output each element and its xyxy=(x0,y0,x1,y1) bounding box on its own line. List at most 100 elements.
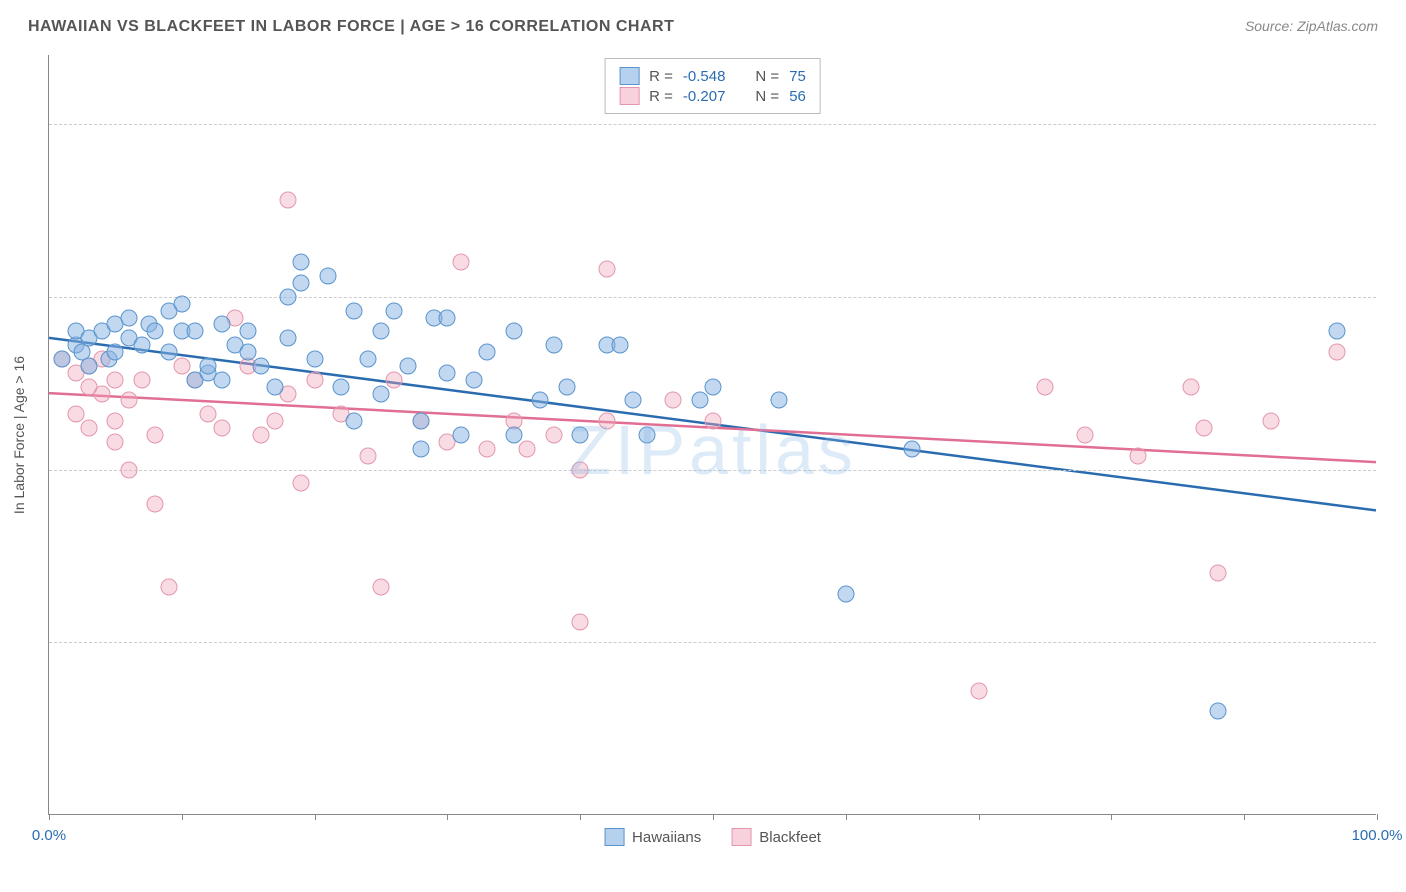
data-point-pink xyxy=(266,413,283,430)
data-point-pink xyxy=(94,385,111,402)
x-tick xyxy=(979,814,980,820)
legend-swatch-pink xyxy=(731,828,751,846)
data-point-pink xyxy=(107,433,124,450)
data-point-blue xyxy=(1209,703,1226,720)
data-point-blue xyxy=(346,413,363,430)
data-point-blue xyxy=(213,316,230,333)
x-tick xyxy=(846,814,847,820)
data-point-pink xyxy=(479,440,496,457)
data-point-pink xyxy=(545,427,562,444)
data-point-pink xyxy=(280,192,297,209)
data-point-pink xyxy=(147,427,164,444)
data-point-blue xyxy=(266,378,283,395)
y-axis-label: In Labor Force | Age > 16 xyxy=(11,355,27,513)
x-tick xyxy=(580,814,581,820)
x-tick xyxy=(1377,814,1378,820)
data-point-pink xyxy=(120,392,137,409)
data-point-blue xyxy=(465,371,482,388)
data-point-blue xyxy=(572,427,589,444)
data-point-pink xyxy=(1076,427,1093,444)
data-point-pink xyxy=(1329,344,1346,361)
legend-swatch-blue xyxy=(604,828,624,846)
data-point-blue xyxy=(479,344,496,361)
data-point-pink xyxy=(970,682,987,699)
data-point-pink xyxy=(173,357,190,374)
data-point-blue xyxy=(837,585,854,602)
r-label: R = xyxy=(649,68,673,85)
data-point-pink xyxy=(598,261,615,278)
data-point-blue xyxy=(625,392,642,409)
data-point-blue xyxy=(532,392,549,409)
legend-label: Hawaiians xyxy=(632,829,701,846)
data-point-blue xyxy=(691,392,708,409)
data-point-pink xyxy=(359,447,376,464)
data-point-pink xyxy=(373,579,390,596)
data-point-blue xyxy=(333,378,350,395)
data-point-blue xyxy=(373,323,390,340)
trendlines-layer xyxy=(49,55,1376,814)
y-tick-label: 25.0% xyxy=(1386,634,1406,651)
n-label: N = xyxy=(755,68,779,85)
data-point-blue xyxy=(412,413,429,430)
data-point-blue xyxy=(133,337,150,354)
x-tick-label: 100.0% xyxy=(1352,827,1403,844)
x-tick xyxy=(447,814,448,820)
data-point-blue xyxy=(280,330,297,347)
data-point-pink xyxy=(572,613,589,630)
data-point-blue xyxy=(80,357,97,374)
data-point-blue xyxy=(373,385,390,402)
x-tick xyxy=(1244,814,1245,820)
data-point-pink xyxy=(1183,378,1200,395)
r-label: R = xyxy=(649,88,673,105)
data-point-pink xyxy=(1129,447,1146,464)
data-point-blue xyxy=(439,364,456,381)
data-point-pink xyxy=(572,461,589,478)
legend-top-row: R =-0.548N =75 xyxy=(619,67,806,85)
data-point-blue xyxy=(439,309,456,326)
data-point-blue xyxy=(253,357,270,374)
data-point-blue xyxy=(545,337,562,354)
data-point-blue xyxy=(120,309,137,326)
data-point-pink xyxy=(1209,565,1226,582)
data-point-pink xyxy=(519,440,536,457)
x-tick xyxy=(182,814,183,820)
data-point-pink xyxy=(67,406,84,423)
data-point-blue xyxy=(280,288,297,305)
data-point-pink xyxy=(147,496,164,513)
data-point-blue xyxy=(319,268,336,285)
data-point-blue xyxy=(705,378,722,395)
chart-title: HAWAIIAN VS BLACKFEET IN LABOR FORCE | A… xyxy=(28,18,674,36)
data-point-blue xyxy=(558,378,575,395)
data-point-blue xyxy=(638,427,655,444)
data-point-blue xyxy=(412,440,429,457)
data-point-blue xyxy=(452,427,469,444)
y-tick-label: 75.0% xyxy=(1386,288,1406,305)
data-point-pink xyxy=(1196,420,1213,437)
legend-swatch-pink xyxy=(619,87,639,105)
n-value: 56 xyxy=(789,88,806,105)
data-point-blue xyxy=(1329,323,1346,340)
gridline xyxy=(49,642,1376,643)
y-tick-label: 100.0% xyxy=(1386,116,1406,133)
x-tick xyxy=(49,814,50,820)
n-value: 75 xyxy=(789,68,806,85)
data-point-blue xyxy=(147,323,164,340)
data-point-blue xyxy=(213,371,230,388)
data-point-blue xyxy=(306,351,323,368)
correlation-legend: R =-0.548N =75R =-0.207N =56 xyxy=(604,58,821,114)
data-point-blue xyxy=(771,392,788,409)
data-point-blue xyxy=(612,337,629,354)
x-tick xyxy=(713,814,714,820)
legend-swatch-blue xyxy=(619,67,639,85)
data-point-pink xyxy=(160,579,177,596)
data-point-blue xyxy=(187,323,204,340)
gridline xyxy=(49,297,1376,298)
data-point-blue xyxy=(505,323,522,340)
data-point-blue xyxy=(160,344,177,361)
data-point-pink xyxy=(665,392,682,409)
x-tick xyxy=(1111,814,1112,820)
data-point-blue xyxy=(54,351,71,368)
chart-plot-area: In Labor Force | Age > 16 ZIPatlas R =-0… xyxy=(48,55,1376,815)
legend-item-blackfeet: Blackfeet xyxy=(731,828,821,846)
data-point-blue xyxy=(346,302,363,319)
